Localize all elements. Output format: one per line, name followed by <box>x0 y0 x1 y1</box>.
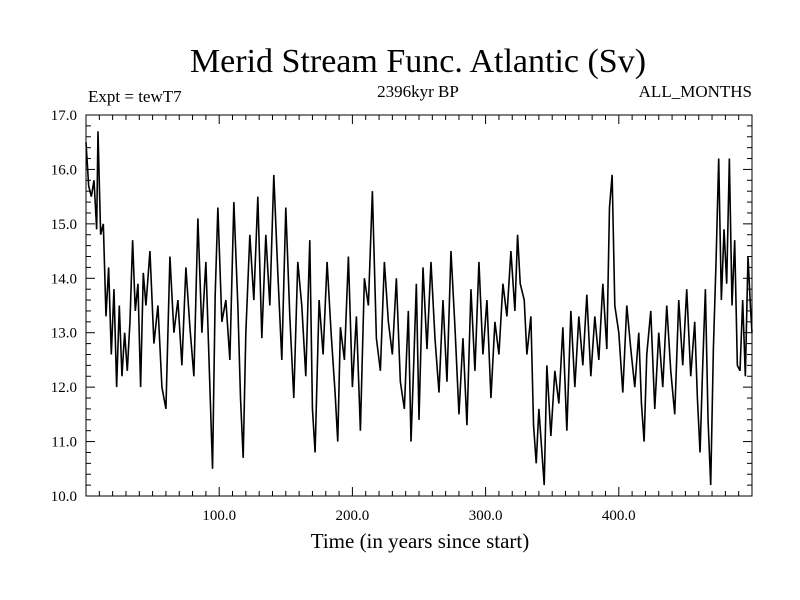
months-label: ALL_MONTHS <box>639 82 752 101</box>
time-period-label: 2396kyr BP <box>377 82 459 101</box>
y-tick-label: 10.0 <box>51 489 77 505</box>
plot-frame <box>85 114 753 497</box>
y-tick-label: 13.0 <box>51 326 77 342</box>
y-tick-label: 15.0 <box>51 217 77 233</box>
x-tick-label: 100.0 <box>202 508 236 524</box>
y-tick-label: 16.0 <box>51 162 77 178</box>
chart-title: Merid Stream Func. Atlantic (Sv) <box>190 43 646 80</box>
experiment-label: Expt = tewT7 <box>88 87 182 106</box>
y-tick-label: 17.0 <box>51 108 77 124</box>
x-tick-label: 400.0 <box>602 508 636 524</box>
plot-area: 100.0 200.0 300.0 400.0 10.0 11.0 12.0 13.0 14.0… <box>51 108 753 524</box>
x-tick-label: 300.0 <box>469 508 503 524</box>
x-tick-label: 200.0 <box>336 508 370 524</box>
y-tick-label: 14.0 <box>51 271 77 287</box>
series-line <box>85 131 753 486</box>
y-tick-label: 11.0 <box>51 435 77 451</box>
x-axis-label: Time (in years since start) <box>311 529 530 553</box>
y-tick-label: 12.0 <box>51 380 77 396</box>
